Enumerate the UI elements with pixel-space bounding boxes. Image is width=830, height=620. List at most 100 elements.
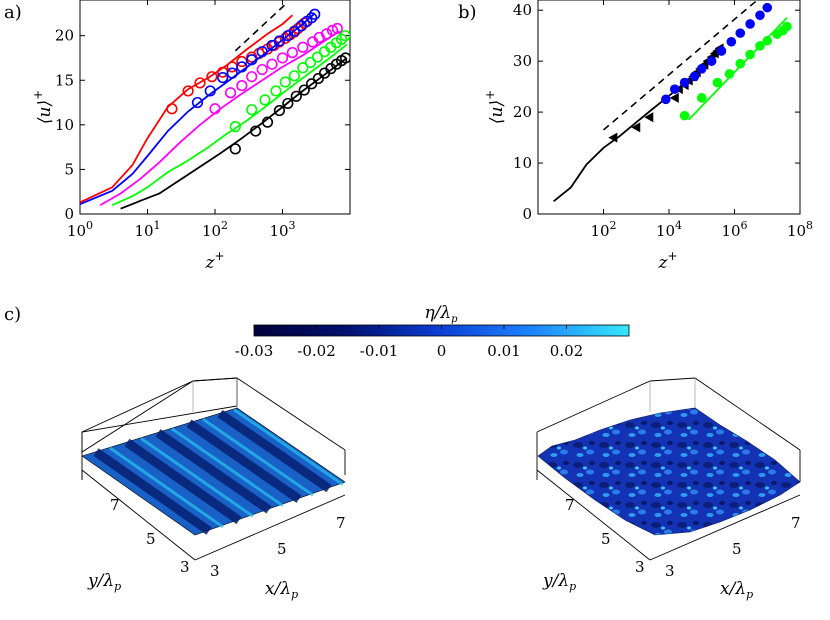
marker-b-2 bbox=[735, 28, 746, 38]
marker-b-1 bbox=[608, 132, 618, 143]
marker-b-2 bbox=[762, 2, 773, 13]
marker-a-1 bbox=[191, 96, 204, 109]
marker-a-4 bbox=[229, 143, 241, 155]
colorbar-title: η/λp bbox=[424, 303, 458, 325]
marker-a-0 bbox=[206, 71, 218, 83]
wave-crest bbox=[233, 408, 344, 486]
left-xtick-3: 3 bbox=[210, 562, 220, 580]
marker-a-2 bbox=[320, 28, 333, 40]
marker-a-2 bbox=[266, 58, 278, 70]
marker-a-2 bbox=[276, 52, 289, 64]
marker-b-2 bbox=[669, 84, 680, 94]
panel-label-b: b) bbox=[458, 2, 477, 23]
marker-b-3 bbox=[712, 77, 723, 88]
marker-a-1 bbox=[226, 67, 238, 79]
marker-a-4 bbox=[298, 84, 310, 96]
wave-crest bbox=[171, 427, 284, 508]
marker-a-4 bbox=[282, 97, 294, 110]
marker-b-1 bbox=[644, 112, 654, 123]
ytick-label-b: 30 bbox=[513, 52, 532, 70]
marker-b-3 bbox=[735, 58, 746, 69]
marker-a-2 bbox=[209, 103, 221, 115]
wave-trough bbox=[217, 409, 332, 493]
marker-a-3 bbox=[297, 62, 309, 74]
ytick-label-a: 15 bbox=[55, 71, 74, 89]
marker-a-4 bbox=[339, 52, 350, 64]
marker-a-3 bbox=[270, 85, 282, 97]
series-line-a-4 bbox=[120, 57, 348, 210]
marker-a-1 bbox=[217, 71, 229, 84]
xtick-label-b: 108 bbox=[787, 219, 813, 240]
marker-a-2 bbox=[224, 87, 237, 99]
colorbar-tick-label: -0.03 bbox=[235, 342, 273, 360]
series-line-a-0 bbox=[80, 14, 294, 204]
colorbar-ticks: -0.03 -0.02 -0.01 0 0.01 0.02 bbox=[235, 325, 583, 360]
left-xtick-5: 5 bbox=[277, 540, 287, 558]
ytick-label-b: 10 bbox=[513, 154, 532, 172]
ylabel-a: ⟨u⟩+ bbox=[31, 90, 55, 124]
marker-a-3 bbox=[339, 30, 350, 42]
colorbar-tick-label: -0.02 bbox=[297, 342, 335, 360]
left-ytick-5: 5 bbox=[146, 530, 156, 548]
right-ylabel: y/λp bbox=[542, 571, 576, 593]
marker-b-2 bbox=[689, 71, 700, 82]
colorbar-tick-label: 0 bbox=[437, 342, 447, 360]
right-xtick-3: 3 bbox=[665, 562, 675, 580]
marker-a-3 bbox=[335, 33, 348, 45]
marker-a-1 bbox=[309, 8, 321, 20]
ytick-label-b: 20 bbox=[513, 103, 532, 121]
xtick-label-a: 103 bbox=[269, 219, 295, 240]
colorbar-tick-label: -0.01 bbox=[360, 342, 398, 360]
marker-a-2 bbox=[326, 24, 339, 36]
marker-b-1 bbox=[669, 92, 679, 103]
marker-a-2 bbox=[246, 71, 258, 83]
marker-a-1 bbox=[236, 61, 248, 73]
marker-b-2 bbox=[716, 46, 727, 56]
xtick-label-b: 104 bbox=[656, 219, 682, 240]
right-ytick-7: 7 bbox=[565, 496, 575, 514]
xlabel-a: z+ bbox=[204, 249, 224, 273]
right-ytick-3: 3 bbox=[635, 558, 645, 576]
left-ytick-3: 3 bbox=[180, 558, 190, 576]
marker-a-1 bbox=[306, 12, 318, 24]
wave-trough bbox=[124, 438, 242, 525]
marker-a-0 bbox=[298, 17, 310, 29]
marker-a-3 bbox=[304, 56, 317, 69]
right-xtick-7: 7 bbox=[791, 514, 801, 532]
marker-a-2 bbox=[256, 63, 268, 76]
marker-a-2 bbox=[236, 79, 248, 92]
series-line-a-2 bbox=[99, 30, 340, 206]
series-line-a-3 bbox=[111, 43, 348, 206]
marker-b-3 bbox=[696, 93, 707, 103]
marker-b-2 bbox=[726, 36, 737, 47]
xtick-label-a: 101 bbox=[134, 219, 160, 240]
marker-a-3 bbox=[279, 76, 291, 88]
marker-a-0 bbox=[182, 85, 194, 97]
marker-a-3 bbox=[229, 121, 241, 133]
surface-plot-right bbox=[536, 377, 801, 561]
wave-trough bbox=[155, 429, 272, 514]
wave-crest bbox=[202, 417, 314, 497]
ytick-label-a: 10 bbox=[55, 116, 74, 134]
wave-crest bbox=[109, 446, 224, 529]
left-xlabel: x/λp bbox=[265, 579, 298, 601]
right-xlabel: x/λp bbox=[720, 579, 753, 601]
xlabel-b: z+ bbox=[657, 249, 677, 273]
marker-a-1 bbox=[273, 35, 286, 47]
plot-area-b bbox=[553, 0, 792, 203]
marker-a-1 bbox=[204, 85, 216, 97]
marker-b-2 bbox=[696, 63, 707, 74]
marker-b-3 bbox=[782, 21, 792, 32]
xtick-label-a: 102 bbox=[202, 219, 228, 240]
axes-b: 102 104 106 108 0 10 20 30 40 bbox=[513, 0, 813, 240]
xtick-label-b: 106 bbox=[721, 219, 747, 240]
left-ytick-7: 7 bbox=[110, 496, 120, 514]
marker-b-3 bbox=[679, 110, 690, 121]
marker-a-1 bbox=[256, 46, 268, 58]
marker-a-3 bbox=[246, 104, 258, 116]
colorbar: η/λp -0.03 -0.02 -0.01 0 0.01 0.02 bbox=[235, 303, 630, 360]
plot-area-a bbox=[80, 3, 350, 210]
ytick-label-b: 0 bbox=[522, 205, 532, 223]
left-xtick-7: 7 bbox=[336, 514, 346, 532]
